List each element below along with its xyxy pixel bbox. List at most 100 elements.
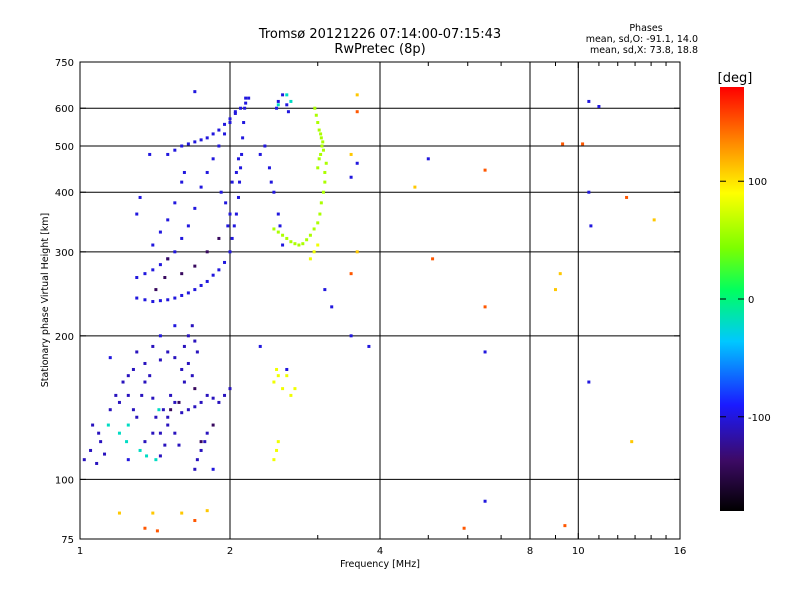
data-point (275, 448, 279, 452)
data-point (286, 110, 290, 114)
data-point (308, 233, 312, 237)
data-point (289, 99, 293, 103)
data-point (205, 509, 209, 513)
data-point (597, 105, 601, 109)
data-point (117, 511, 121, 515)
data-point (180, 367, 184, 371)
data-point (199, 283, 203, 287)
data-point (166, 218, 170, 222)
data-point (173, 201, 177, 205)
data-point (182, 344, 186, 348)
data-point (199, 138, 203, 142)
data-point (355, 250, 359, 254)
data-point (180, 411, 184, 415)
data-point (483, 499, 487, 503)
data-point (285, 93, 289, 97)
data-point (151, 268, 155, 272)
data-point (236, 157, 240, 161)
data-point (186, 361, 190, 365)
data-point (319, 136, 323, 140)
y-tick-label: 300 (55, 248, 74, 259)
data-point (323, 180, 327, 184)
data-point (193, 339, 197, 343)
data-point (154, 288, 158, 292)
data-point (151, 344, 155, 348)
data-point (151, 431, 155, 435)
data-point (151, 300, 155, 304)
data-point (173, 324, 177, 328)
data-point (224, 201, 228, 205)
data-point (318, 212, 322, 216)
data-point (166, 257, 170, 261)
data-point (320, 144, 324, 148)
data-point (319, 132, 323, 136)
data-point (330, 305, 334, 309)
data-point (316, 121, 320, 125)
data-point (323, 170, 327, 174)
data-point (316, 221, 320, 225)
data-point (157, 408, 161, 412)
data-point (193, 90, 197, 94)
y-tick-label: 200 (55, 332, 74, 343)
y-axis-label: Stationary phase Virtual Height [km] (40, 213, 51, 387)
chart-subtitle: RwPretec (8p) (334, 42, 425, 57)
data-point (106, 423, 110, 427)
data-point (126, 458, 130, 462)
data-point (258, 344, 262, 348)
data-point (281, 387, 285, 391)
data-point (180, 511, 184, 515)
data-point (223, 260, 227, 264)
data-point (166, 423, 170, 427)
data-point (158, 454, 162, 458)
colorbar-tick-label: 0 (748, 295, 754, 306)
data-point (205, 136, 209, 140)
data-point (316, 166, 320, 170)
data-point (239, 106, 243, 110)
data-point (151, 396, 155, 400)
data-point (263, 144, 267, 148)
data-point (180, 180, 184, 184)
data-point (625, 195, 629, 199)
y-tick-label: 750 (55, 58, 74, 69)
data-point (114, 393, 118, 397)
data-point (166, 152, 170, 156)
gridlines (80, 62, 680, 539)
colorbar-ticks: 100 0 -100 (720, 177, 771, 424)
data-point (272, 190, 276, 194)
data-point (155, 529, 159, 533)
data-point (186, 142, 190, 146)
data-point (317, 128, 321, 132)
data-point (190, 324, 194, 328)
y-tick-label: 100 (55, 475, 74, 486)
x-tick-label: 10 (572, 546, 585, 557)
data-point (589, 224, 593, 228)
data-point (652, 218, 656, 222)
data-point (193, 140, 197, 144)
data-point (293, 242, 297, 246)
data-point (233, 110, 237, 114)
data-point (166, 415, 170, 419)
data-point (228, 212, 232, 216)
data-point (151, 511, 155, 515)
y-axis-ticks: 75 100 200 300 400 500 600 750 (55, 58, 680, 546)
data-point (211, 132, 215, 136)
data-point (169, 408, 173, 412)
data-point (219, 190, 223, 194)
data-point (316, 243, 320, 247)
data-point (143, 526, 147, 530)
data-point (193, 405, 197, 409)
data-point (319, 201, 323, 205)
data-point (587, 99, 591, 103)
data-point (97, 431, 101, 435)
colorbar-tick-label: 100 (748, 177, 767, 188)
data-point (199, 400, 203, 404)
data-point (276, 230, 280, 234)
data-point (125, 440, 129, 444)
data-point (182, 170, 186, 174)
data-point (308, 257, 312, 261)
data-point (163, 443, 167, 447)
data-point (205, 250, 209, 254)
data-point (483, 305, 487, 309)
data-point (587, 190, 591, 194)
data-point (205, 279, 209, 283)
